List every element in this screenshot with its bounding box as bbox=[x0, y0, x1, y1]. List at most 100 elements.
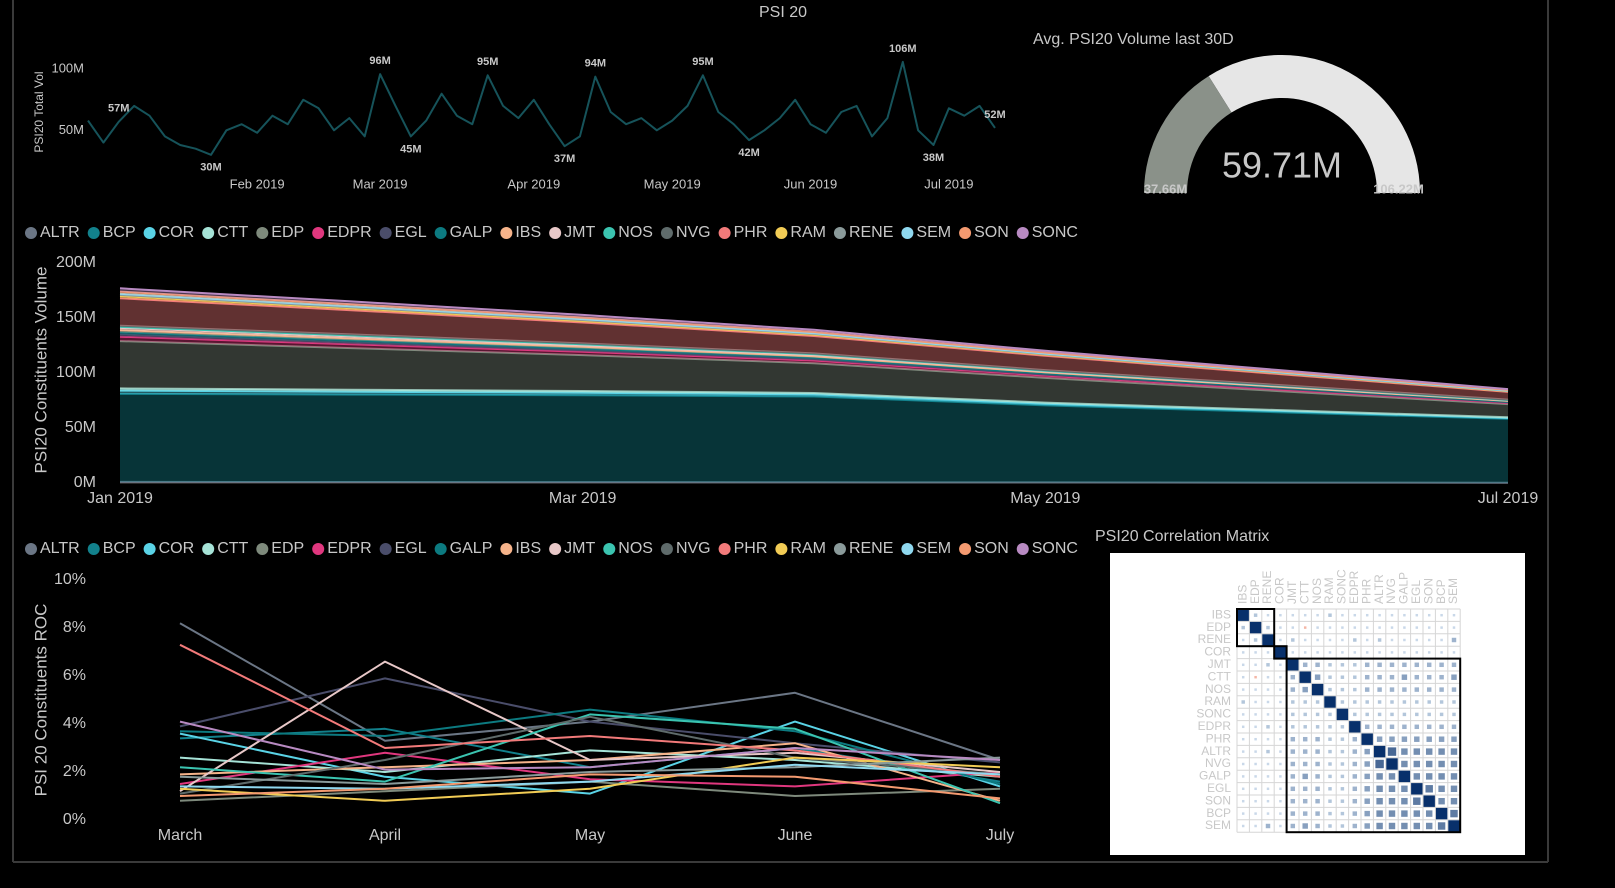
matrix-cell bbox=[1254, 688, 1257, 691]
matrix-cell bbox=[1266, 625, 1270, 630]
data-label: 106M bbox=[889, 43, 917, 55]
x-tick-label: Jun 2019 bbox=[784, 176, 838, 191]
column-label: EDP bbox=[1248, 579, 1262, 604]
matrix-cell bbox=[1340, 725, 1345, 729]
matrix-cell bbox=[1365, 712, 1369, 717]
legend-label: SONC bbox=[1032, 540, 1078, 557]
matrix-cell bbox=[1249, 621, 1262, 634]
matrix-cell bbox=[1290, 749, 1296, 754]
column-label: NVG bbox=[1384, 578, 1398, 604]
x-tick-label: Feb 2019 bbox=[230, 176, 285, 191]
legend-label: RAM bbox=[790, 224, 826, 241]
legend-label: EDPR bbox=[327, 540, 371, 557]
matrix-cell bbox=[1315, 786, 1320, 792]
matrix-cell bbox=[1451, 637, 1457, 643]
x-tick-label: Jul 2019 bbox=[924, 176, 973, 191]
matrix-cell bbox=[1401, 822, 1408, 830]
matrix-cell bbox=[1241, 638, 1245, 642]
matrix-cell bbox=[1241, 725, 1245, 729]
legend-marker bbox=[143, 543, 156, 555]
matrix-cell bbox=[1427, 712, 1431, 717]
legend-label: GALP bbox=[450, 224, 493, 241]
legend-marker bbox=[603, 227, 616, 239]
matrix-cell bbox=[1450, 797, 1458, 805]
matrix-cell bbox=[1279, 750, 1282, 753]
data-label: 94M bbox=[585, 57, 606, 69]
matrix-cell bbox=[1340, 799, 1345, 803]
y-tick-label: 100M bbox=[51, 61, 84, 76]
matrix-cell bbox=[1378, 613, 1381, 617]
column-label: CTT bbox=[1297, 580, 1311, 604]
matrix-cell bbox=[1266, 688, 1270, 691]
legend-label: NOS bbox=[618, 540, 653, 557]
legend-label: RENE bbox=[849, 224, 893, 241]
matrix-cell bbox=[1377, 662, 1382, 668]
series-line bbox=[179, 751, 1001, 788]
matrix-cell bbox=[1241, 775, 1245, 778]
matrix-cell bbox=[1414, 687, 1420, 692]
matrix-cell bbox=[1376, 785, 1383, 793]
matrix-cell bbox=[1398, 770, 1411, 783]
matrix-cell bbox=[1440, 651, 1443, 654]
legend-label: SONC bbox=[1032, 224, 1078, 241]
matrix-cell bbox=[1266, 675, 1270, 679]
matrix-cell bbox=[1241, 651, 1245, 654]
series-line bbox=[179, 749, 1001, 778]
matrix-cell bbox=[1440, 638, 1443, 642]
y-tick-label: 0M bbox=[74, 474, 96, 491]
matrix-cell bbox=[1353, 700, 1357, 704]
area-fill bbox=[120, 393, 1508, 483]
row-label: ALTR bbox=[1201, 744, 1231, 758]
legend-marker bbox=[256, 543, 269, 555]
row-label: RENE bbox=[1198, 632, 1231, 646]
matrix-title: PSI20 Correlation Matrix bbox=[1095, 528, 1269, 545]
data-label: 37M bbox=[554, 153, 575, 165]
data-label: 96M bbox=[369, 55, 390, 67]
legend-label: SEM bbox=[916, 224, 951, 241]
matrix-cell bbox=[1290, 823, 1296, 829]
matrix-cell bbox=[1241, 688, 1245, 691]
matrix-cell bbox=[1451, 724, 1457, 730]
legend-label: EGL bbox=[395, 224, 427, 241]
legend-label: SON bbox=[974, 224, 1009, 241]
matrix-cell bbox=[1413, 822, 1421, 830]
matrix-cell bbox=[1341, 651, 1344, 654]
matrix-cell bbox=[1303, 700, 1307, 704]
matrix-cell bbox=[1279, 775, 1282, 778]
legend-label: CTT bbox=[217, 540, 248, 557]
matrix-cell bbox=[1376, 797, 1383, 805]
matrix-cell bbox=[1403, 626, 1406, 629]
matrix-cell bbox=[1241, 737, 1245, 741]
matrix-cell bbox=[1376, 822, 1383, 830]
row-label: NVG bbox=[1205, 756, 1231, 770]
matrix-cell bbox=[1340, 700, 1345, 704]
matrix-cell bbox=[1440, 613, 1443, 617]
matrix-cell bbox=[1279, 713, 1282, 716]
matrix-cell bbox=[1450, 773, 1458, 780]
matrix-cell bbox=[1315, 725, 1320, 729]
matrix-cell bbox=[1388, 797, 1396, 805]
area-line bbox=[119, 287, 1509, 391]
matrix-cell bbox=[1390, 626, 1394, 629]
data-label: 38M bbox=[923, 152, 944, 164]
column-label: SONC bbox=[1335, 569, 1349, 604]
data-label: 52M bbox=[984, 109, 1005, 121]
matrix-cell bbox=[1265, 823, 1271, 829]
matrix-cell bbox=[1290, 774, 1296, 779]
matrix-cell bbox=[1291, 725, 1295, 729]
matrix-cell bbox=[1340, 774, 1345, 779]
area-fill bbox=[120, 390, 1508, 419]
matrix-cell bbox=[1302, 786, 1308, 792]
matrix-cell bbox=[1375, 759, 1384, 769]
matrix-cell bbox=[1241, 700, 1245, 704]
matrix-cell bbox=[1401, 748, 1408, 755]
matrix-cell bbox=[1352, 736, 1358, 742]
matrix-cell bbox=[1390, 712, 1394, 717]
matrix-cell bbox=[1377, 674, 1382, 680]
matrix-cell bbox=[1390, 613, 1394, 617]
matrix-cell bbox=[1254, 750, 1257, 753]
column-label: SON bbox=[1421, 578, 1435, 604]
legend-label: RAM bbox=[790, 540, 826, 557]
matrix-cell bbox=[1241, 812, 1245, 815]
legend-label: GALP bbox=[450, 540, 493, 557]
